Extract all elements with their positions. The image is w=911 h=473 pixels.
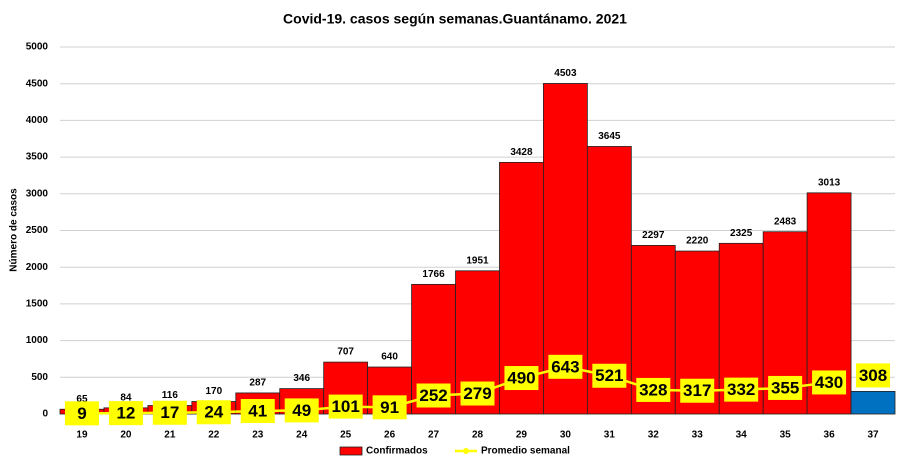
x-tick-label: 31 [604,430,616,441]
legend-label: Promedio semanal [481,446,570,457]
value-label-box [680,378,715,403]
value-label: 640 [381,352,398,363]
value-label: 2325 [730,228,753,239]
legend-label: Confirmados [366,446,428,457]
x-tick-label: 19 [76,430,88,441]
value-label: 346 [293,373,310,384]
y-tick-label: 2000 [26,262,49,273]
value-label: 1766 [422,269,445,280]
value-label: 490 [507,369,535,388]
x-tick-label: 36 [824,430,836,441]
y-axis-label: Número de casos [9,188,20,272]
x-tick-label: 33 [692,430,704,441]
value-label-box [152,400,187,425]
value-label: 287 [249,378,266,389]
value-label: 3645 [598,131,621,142]
value-label: 41 [248,401,267,420]
x-tick-label: 34 [736,430,748,441]
value-label-box [592,363,627,388]
y-tick-label: 4500 [26,78,49,89]
y-tick-label: 5000 [26,42,49,53]
value-label: 49 [292,401,311,420]
y-tick-label: 3500 [26,152,49,163]
value-label-box [196,400,231,425]
value-label: 17 [160,403,179,422]
value-label: 430 [815,373,843,392]
value-label-box [812,370,847,395]
value-label: 170 [205,386,222,397]
y-tick-label: 0 [42,409,48,420]
value-label: 521 [595,366,623,385]
value-label-box [548,354,583,379]
y-tick-label: 3000 [26,188,49,199]
value-label-box [504,366,539,391]
value-label: 252 [419,386,447,405]
value-label: 2220 [686,236,709,247]
bar [850,390,896,415]
x-tick-label: 25 [340,430,352,441]
x-tick-label: 28 [472,430,484,441]
value-label: 355 [771,378,799,397]
value-label: 65 [76,394,88,405]
value-label: 9 [77,404,86,423]
value-label-box [372,395,407,420]
value-label: 707 [337,347,354,358]
value-label-box [240,398,275,423]
value-label-box [64,401,99,426]
x-tick-label: 30 [560,430,572,441]
value-label: 101 [331,397,359,416]
value-label: 308 [859,366,887,385]
x-tick-label: 26 [384,430,396,441]
x-tick-label: 27 [428,430,440,441]
y-tick-label: 2500 [26,225,49,236]
value-label-box [768,375,803,400]
value-label: 332 [727,380,755,399]
y-tick-label: 500 [31,372,48,383]
value-label: 1951 [466,255,489,266]
y-tick-label: 1500 [26,299,49,310]
value-label: 3013 [818,177,841,188]
value-label: 643 [551,357,579,376]
value-label-box [460,381,495,406]
value-label: 3428 [510,147,533,158]
y-tick-label: 1000 [26,335,49,346]
x-tick-label: 23 [252,430,264,441]
value-label: 91 [380,398,399,417]
value-label-box [636,377,671,402]
value-label: 328 [639,380,667,399]
value-label: 24 [204,403,223,422]
x-tick-label: 20 [120,430,132,441]
value-label: 279 [463,384,491,403]
x-tick-label: 29 [516,430,528,441]
value-label-box [856,363,891,388]
value-label-box [416,383,451,408]
legend-swatch [339,446,363,456]
x-tick-label: 37 [867,430,879,441]
value-label-box [328,394,363,419]
value-label: 2297 [642,230,665,241]
x-tick-label: 21 [164,430,176,441]
value-label-box [108,401,143,426]
value-label: 4503 [554,68,577,79]
value-label: 2483 [774,216,797,227]
x-tick-label: 24 [296,430,308,441]
legend-marker [463,448,469,454]
y-tick-label: 4000 [26,115,49,126]
x-tick-label: 22 [208,430,220,441]
value-label: 116 [162,390,179,401]
value-label-box [724,377,759,402]
value-label: 84 [120,392,132,403]
x-tick-label: 35 [780,430,792,441]
value-label: 12 [116,404,135,423]
value-label-box [284,398,319,423]
x-tick-label: 32 [648,430,660,441]
chart-title: Covid-19. casos según semanas.Guantánamo… [283,11,627,27]
value-label: 317 [683,381,711,400]
